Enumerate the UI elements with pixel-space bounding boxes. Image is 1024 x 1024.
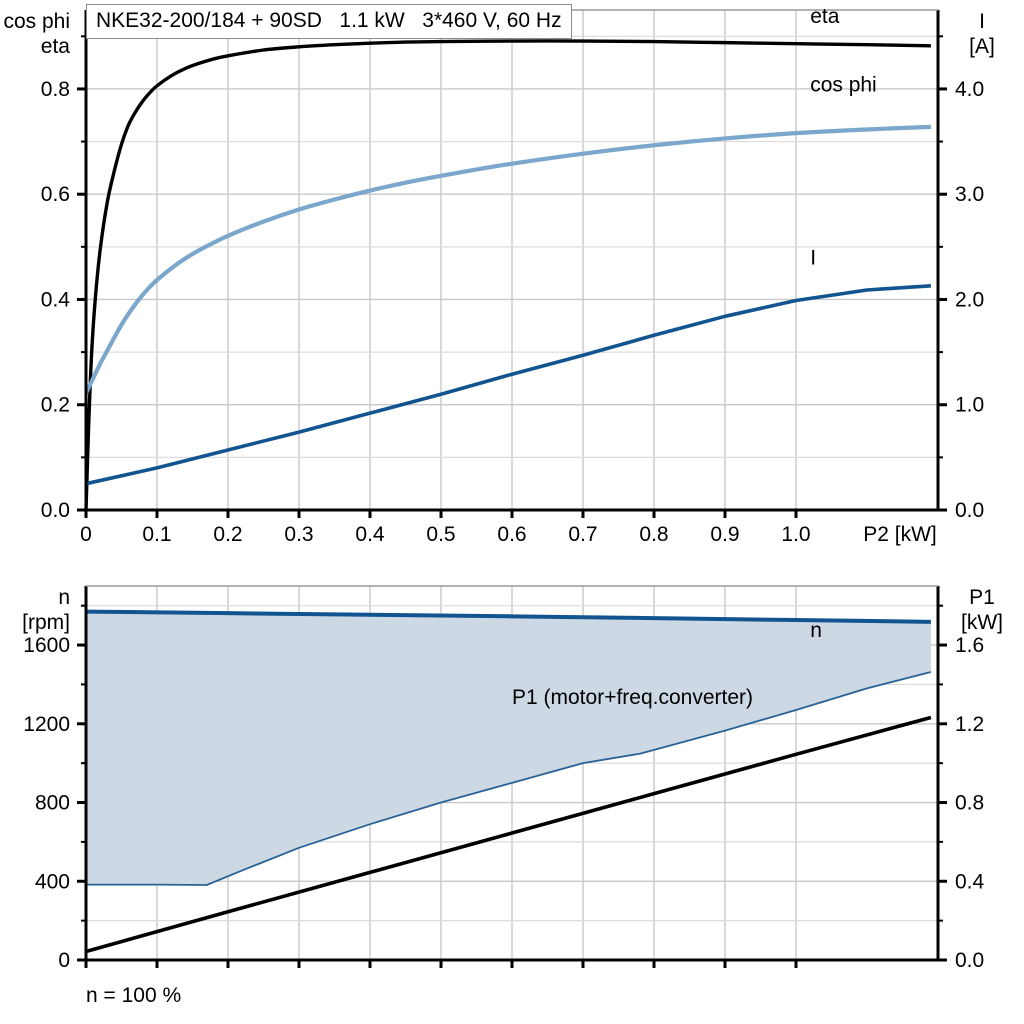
right-axis-title-line: P1	[969, 586, 995, 609]
performance-chart-top: 0.0 0.2 0.4 0.6 0.8 0.0 1.0 2.0 3.0 4.0 0 0.1 0.2 0.3…	[3, 4, 995, 546]
speed-range-area	[86, 611, 931, 886]
gridlines	[86, 10, 938, 511]
footnote-label: n = 100 %	[86, 984, 181, 1007]
tick-label-left: 0.8	[41, 78, 70, 101]
curve-annotation: cos phi	[810, 74, 877, 97]
tick-label-x: 0.1	[142, 523, 171, 546]
tick-label-right: 0.0	[955, 949, 984, 972]
tick-labels: 0400800120016000.00.40.81.21.6n[rpm]P1[k…	[22, 586, 1003, 972]
tick-label-x: 0.5	[426, 523, 455, 546]
axes	[77, 585, 947, 968]
right-axis-title-line: I	[979, 10, 985, 33]
chart-title-box: NKE32-200/184 + 90SD 1.1 kW 3*460 V, 60 …	[86, 4, 572, 40]
tick-label-x: 0	[80, 523, 92, 546]
curve-annotation: eta	[810, 5, 840, 28]
curves	[84, 39, 932, 511]
tick-label-left: 0.4	[41, 288, 71, 311]
tick-label-x: 0.4	[355, 523, 385, 546]
curve-cos-phi	[84, 124, 931, 395]
tick-label-right: 1.0	[955, 394, 984, 417]
annotations: eta cos phi I	[810, 5, 877, 270]
curve-n-upper	[85, 609, 931, 624]
tick-label-x: 0.8	[639, 523, 668, 546]
curve-i	[85, 283, 932, 486]
tick-label-right: 0.4	[955, 870, 985, 893]
bottom-chart-svg: 0400800120016000.00.40.81.21.6n[rpm]P1[k…	[22, 585, 1003, 1007]
curves	[85, 609, 932, 954]
x-axis-label: P2 [kW]	[863, 523, 937, 546]
tick-label-right: 0.0	[955, 499, 984, 522]
tick-label-x: 0.2	[213, 523, 242, 546]
tick-label-x: 0.3	[284, 523, 313, 546]
left-axis-title-line: cos phi	[3, 10, 70, 33]
curve-annotation: P1 (motor+freq.converter)	[512, 686, 753, 709]
tick-label-right: 4.0	[955, 78, 984, 101]
right-axis-title-line: [kW]	[961, 611, 1003, 634]
tick-labels: 0.0 0.2 0.4 0.6 0.8 0.0 1.0 2.0 3.0 4.0 0 0.1 0.2 0.3…	[3, 10, 994, 546]
tick-label-left: 0.6	[41, 183, 70, 206]
right-axis-title-line: [A]	[969, 35, 995, 58]
curve-annotation: I	[810, 247, 816, 270]
annotations: n P1 (motor+freq.converter)	[512, 619, 822, 709]
tick-label-x: 1.0	[781, 523, 810, 546]
curve-annotation: n	[810, 619, 822, 642]
tick-label-left: 1600	[23, 634, 70, 657]
tick-label-left: 0.2	[41, 394, 70, 417]
curve-n-lower	[86, 671, 932, 886]
tick-label-x: 0.7	[568, 523, 597, 546]
left-axis-title-line: [rpm]	[22, 611, 70, 634]
tick-label-x: 0.9	[710, 523, 739, 546]
tick-label-left: 0	[58, 949, 70, 972]
tick-label-left: 400	[35, 870, 70, 893]
tick-label-right: 1.2	[955, 713, 984, 736]
tick-label-x: 0.6	[497, 523, 526, 546]
top-chart-svg: 0.0 0.2 0.4 0.6 0.8 0.0 1.0 2.0 3.0 4.0 0 0.1 0.2 0.3…	[3, 5, 994, 546]
tick-label-right: 0.8	[955, 792, 984, 815]
tick-label-right: 3.0	[955, 183, 984, 206]
tick-label-left: 800	[35, 792, 70, 815]
tick-label-right: 1.6	[955, 634, 984, 657]
tick-label-left: 0.0	[41, 499, 70, 522]
area-fill	[86, 611, 931, 886]
curve-p1	[85, 715, 932, 954]
tick-label-right: 2.0	[955, 288, 984, 311]
left-axis-title-line: eta	[41, 35, 71, 58]
curve-eta	[84, 39, 931, 511]
performance-chart-bottom: 0 400 800 1200 1600 0.0 0.4 0.8 1.2 1.6 n [rpm] P1 [k…	[0, 545, 1024, 1024]
left-axis-title-line: n	[58, 586, 70, 609]
tick-label-left: 1200	[23, 713, 70, 736]
